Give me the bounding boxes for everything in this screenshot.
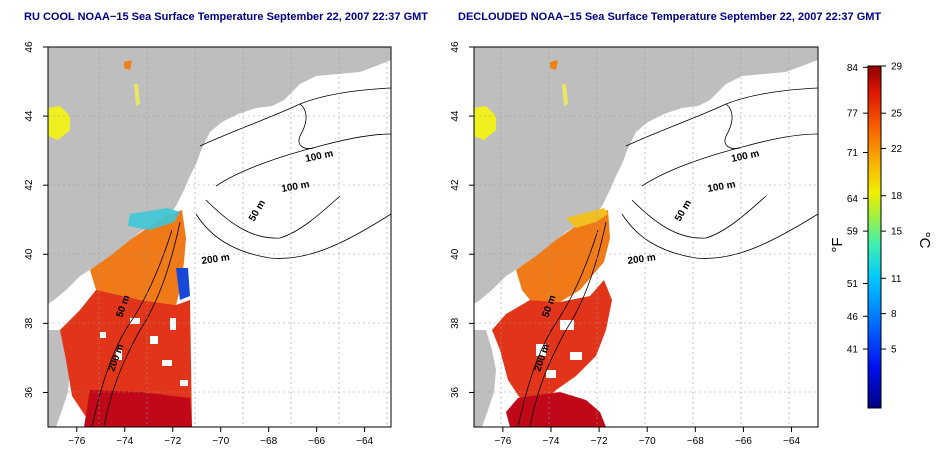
left-sst-orange <box>90 210 186 305</box>
right-map-panel: 100 m 100 m 50 m 200 m 50 m 200 m −76 −74… <box>450 41 819 447</box>
left-map-frame <box>47 46 392 428</box>
left-contours <box>91 87 391 427</box>
left-sst-yellow-strip <box>134 84 140 106</box>
left-land <box>48 47 391 304</box>
left-map-title: RU COOL NOAA−15 Sea Surface Temperature … <box>24 11 429 23</box>
right-sst-orange <box>516 210 610 302</box>
right-lon-label: −70 <box>639 436 656 447</box>
right-lat-label: 38 <box>450 317 461 329</box>
celsius-tick-label: 18 <box>891 191 903 202</box>
fahrenheit-tick-label: 64 <box>847 194 859 205</box>
right-sst-yellow-strip <box>562 84 568 106</box>
left-map-panel: 100 m 100 m 50 m 200 m 50 m 200 m −76 −74… <box>24 41 392 447</box>
fahrenheit-tick-label: 46 <box>847 312 859 323</box>
right-sst-yellow-band <box>566 208 608 228</box>
right-axes: −76 −74 −72 −70 −68 −66 −64 36 38 40 42 44 46 <box>450 41 800 447</box>
right-map-title: DECLOUDED NOAA−15 Sea Surface Temperatur… <box>458 11 882 23</box>
left-grid <box>48 47 391 427</box>
fahrenheit-tick-label: 51 <box>847 279 859 290</box>
left-sst-orange-spot <box>124 60 132 70</box>
left-lon-label: −70 <box>212 436 229 447</box>
right-sst-orange-spot <box>550 60 558 70</box>
left-sst-yellow-patch <box>48 106 70 140</box>
unit-fahrenheit: °F <box>829 237 846 252</box>
right-land-south <box>474 330 496 427</box>
right-lat-label: 46 <box>450 41 461 53</box>
left-cloud-speckle <box>100 318 188 386</box>
left-lon-label: −64 <box>356 436 373 447</box>
right-lat-label: 44 <box>450 110 461 122</box>
left-sst-blue <box>176 268 190 300</box>
right-lon-label: −66 <box>735 436 752 447</box>
right-lat-label: 42 <box>450 179 461 191</box>
celsius-tick-label: 29 <box>891 62 903 73</box>
right-contours <box>517 87 818 427</box>
left-sst-cyan <box>128 208 180 230</box>
left-lat-label: 40 <box>24 248 35 260</box>
right-land <box>474 47 818 304</box>
right-lon-label: −68 <box>687 436 704 447</box>
left-lat-label: 36 <box>24 386 35 398</box>
fahrenheit-tick-label: 41 <box>847 345 859 356</box>
celsius-tick-label: 11 <box>891 274 902 285</box>
colorbar-ticks: 29 25 22 18 15 11 8 5 84 77 71 64 59 51 46 41 <box>847 62 903 356</box>
unit-celsius: °C <box>916 232 933 249</box>
left-contour-label-4: 200 m <box>201 252 231 267</box>
colorbar-gradient <box>867 65 882 409</box>
left-lon-label: −68 <box>260 436 277 447</box>
right-sst-darkred <box>506 392 606 427</box>
left-sst-darkred <box>84 390 192 427</box>
right-lon-label: −64 <box>783 436 800 447</box>
right-contour-label-4: 200 m <box>627 252 657 267</box>
celsius-tick-label: 22 <box>891 144 903 155</box>
left-land-south <box>48 330 70 427</box>
right-lat-label: 40 <box>450 248 461 260</box>
left-contour-label-2: 100 m <box>281 179 311 195</box>
left-axes: −76 −74 −72 −70 −68 −66 −64 36 38 40 42 44 46 <box>24 41 374 447</box>
fahrenheit-tick-label: 77 <box>847 109 859 120</box>
left-lon-label: −66 <box>308 436 325 447</box>
left-lat-label: 42 <box>24 179 35 191</box>
colorbar: 29 25 22 18 15 11 8 5 84 77 71 64 59 51 46 41 °F °C <box>829 62 933 409</box>
right-grid <box>474 47 818 427</box>
celsius-tick-label: 15 <box>891 227 903 238</box>
left-lat-label: 44 <box>24 110 35 122</box>
right-contour-label-2: 100 m <box>707 179 737 195</box>
fahrenheit-tick-label: 71 <box>847 148 859 159</box>
left-lat-label: 46 <box>24 41 35 53</box>
right-sst-yellow-patch <box>474 106 496 140</box>
right-lon-label: −72 <box>591 436 608 447</box>
celsius-tick-label: 5 <box>891 345 897 356</box>
right-lon-label: −76 <box>494 436 511 447</box>
celsius-tick-label: 25 <box>891 109 903 120</box>
fahrenheit-tick-label: 59 <box>847 227 859 238</box>
left-lon-label: −72 <box>164 436 181 447</box>
right-lat-label: 36 <box>450 386 461 398</box>
right-lon-label: −74 <box>542 436 559 447</box>
left-lon-label: −74 <box>116 436 133 447</box>
left-lat-label: 38 <box>24 317 35 329</box>
fahrenheit-tick-label: 84 <box>847 63 859 74</box>
celsius-tick-label: 8 <box>891 309 897 320</box>
right-map-frame <box>473 46 819 428</box>
left-lon-label: −76 <box>68 436 85 447</box>
right-sst-red <box>492 280 612 400</box>
